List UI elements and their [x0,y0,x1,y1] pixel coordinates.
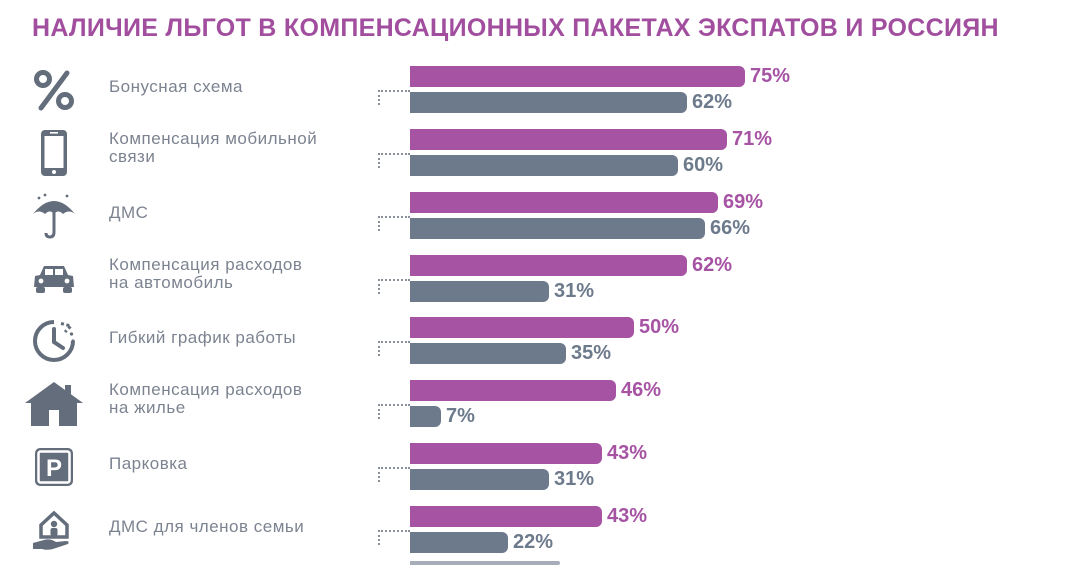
dotted-connector [378,529,410,545]
dotted-connector [378,404,410,420]
category-label: Бонусная схема [109,78,379,96]
parking-icon: P [24,442,84,492]
bar-stub [410,561,560,565]
value-label-expat: 46% [621,379,662,402]
umbrella-icon [24,191,84,241]
chart-row: Гибкий график работы 50% 35% [0,317,1074,379]
category-label: Компенсация расходов на автомобиль [109,254,379,292]
dotted-connector [378,278,410,294]
bar-russian [410,280,549,302]
chart-row: P Парковка 43% 31% [0,443,1074,505]
bar-expat [410,66,745,87]
category-label: ДМС для членов семьи [109,516,379,536]
value-label-expat: 69% [723,190,764,213]
bar-expat [410,380,616,402]
house-icon [24,379,84,429]
value-label-russian: 31% [554,279,595,302]
category-label-line: ДМС [109,202,149,222]
chart-row: Бонусная схема 75% 62% [0,66,1074,128]
dotted-connector [378,90,410,105]
chart-row: ДМС 69% 66% [0,190,1074,254]
dotted-connector [378,215,410,231]
smartphone-icon [24,128,84,178]
value-label-russian: 60% [683,153,724,176]
value-label-russian: 35% [571,342,612,365]
category-label-line: Бонусная схема [109,77,243,96]
category-label-line: на жилье [109,398,186,418]
bar-russian [410,92,687,113]
category-label-line: Компенсация расходов [109,380,303,400]
category-label-line: Гибкий график работы [109,328,297,348]
value-label-russian: 31% [554,468,595,491]
category-label-line: на автомобиль [109,272,234,292]
category-label: Компенсация мобильной связи [109,128,379,166]
dotted-connector [378,152,410,168]
chart-row: Компенсация расходов на жилье 46% 7% [0,380,1074,442]
svg-text:P: P [46,455,62,482]
value-label-russian: 62% [692,91,733,113]
bar-expat [410,254,687,276]
bar-russian [410,154,678,176]
chart-row: Компенсация мобильной связи 71% 60% [0,127,1074,191]
category-label: ДМС [109,202,379,222]
car-icon [24,254,84,304]
clock-icon [24,316,84,366]
value-label-expat: 43% [607,504,648,527]
dotted-connector [378,467,410,483]
bar-expat [410,505,602,527]
chart-title: НАЛИЧИЕ ЛЬГОТ В КОМПЕНСАЦИОННЫХ ПАКЕТАХ … [32,14,999,42]
bar-expat [410,191,718,213]
percent-icon [24,65,84,115]
category-label: Парковка [109,455,379,473]
category-label: Компенсация расходов на жилье [109,381,379,417]
dotted-connector [378,341,410,357]
bar-expat [410,317,634,339]
category-label-line: Компенсация расходов [109,254,303,274]
bar-russian [410,469,549,491]
value-label-russian: 22% [513,530,554,553]
family-insurance-icon [24,505,84,555]
category-label: Гибкий график работы [109,329,379,347]
value-label-russian: 66% [710,216,751,239]
bar-russian [410,531,508,553]
value-label-expat: 50% [639,316,680,339]
category-label-line: Парковка [109,454,188,474]
value-label-expat: 62% [692,253,733,276]
chart-row: ДМС для членов семьи 43% 22% [0,504,1074,568]
value-label-expat: 75% [750,65,791,87]
value-label-russian: 7% [446,405,475,428]
bar-russian [410,343,566,365]
category-label-line: связи [109,146,156,166]
category-label-line: Компенсация мобильной [109,128,318,148]
chart-row: Компенсация расходов на автомобиль 62% 31% [0,253,1074,317]
bar-expat [410,128,727,150]
bar-russian [410,217,705,239]
value-label-expat: 43% [607,442,648,465]
bar-russian [410,406,441,428]
category-label-line: ДМС для членов семьи [109,516,305,536]
bar-expat [410,443,602,465]
value-label-expat: 71% [732,127,773,150]
